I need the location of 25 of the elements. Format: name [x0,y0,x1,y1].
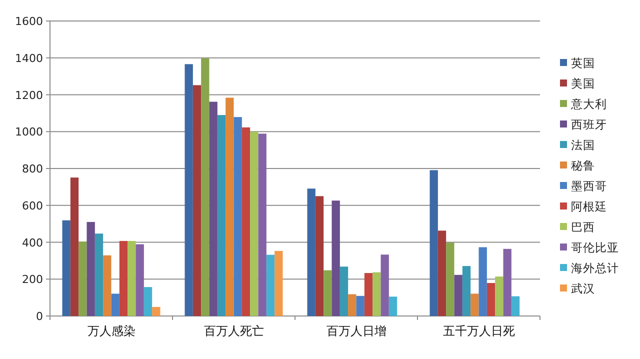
legend-label: 阿根廷 [571,200,607,214]
legend-label: 海外总计 [571,261,619,275]
x-tick-label: 五千万人日死 [442,324,515,338]
x-tick-label: 万人感染 [87,324,136,338]
y-tick-label: 200 [22,273,43,286]
legend-label: 武汉 [571,282,595,296]
y-tick-label: 0 [36,310,43,323]
legend-label: 美国 [571,76,595,90]
y-tick-label: 1400 [15,52,43,65]
y-tick-label: 400 [22,236,43,250]
x-tick-label: 百万人死亡 [204,324,264,338]
x-tick-label: 百万人日增 [326,324,386,338]
legend-label: 西班牙 [571,118,607,132]
legend-label: 意大利 [570,97,607,111]
legend-label: 哥伦比亚 [571,240,619,254]
legend-label: 墨西哥 [571,179,607,193]
y-tick-label: 1000 [15,126,43,139]
y-tick-label: 1600 [15,15,43,28]
legend-label: 法国 [571,138,595,152]
legend-label: 秘鲁 [571,158,595,172]
y-tick-label: 1200 [15,88,43,102]
legend-label: 英国 [571,56,595,70]
y-tick-label: 600 [22,199,43,212]
y-tick-label: 800 [22,162,43,176]
legend-label: 巴西 [571,220,595,234]
